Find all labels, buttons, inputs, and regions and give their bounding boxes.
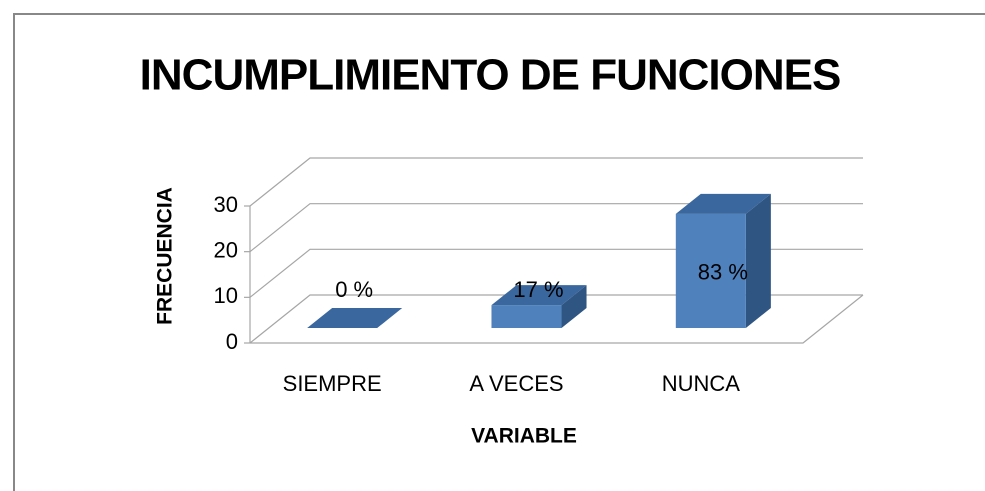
value-label: 17 % — [513, 277, 563, 302]
bar — [307, 308, 403, 328]
bar-front — [491, 305, 562, 328]
bar — [491, 285, 587, 328]
x-tick-label: NUNCA — [662, 371, 741, 396]
x-tick-label: A VECES — [469, 371, 563, 396]
floor — [250, 294, 864, 344]
value-label: 0 % — [335, 277, 373, 302]
bar-top — [307, 308, 403, 328]
bar-side — [745, 193, 771, 328]
grid-line — [249, 157, 863, 207]
bar-top — [675, 193, 771, 214]
y-tick-label: 0 — [226, 329, 238, 354]
y-tick-label: 20 — [214, 237, 238, 262]
y-tick-label: 30 — [214, 192, 238, 217]
y-axis-label: FRECUENCIA — [154, 187, 177, 325]
grid-line — [249, 203, 863, 253]
chart-title: INCUMPLIMIENTO DE FUNCIONES — [140, 51, 841, 100]
bar-top — [491, 285, 587, 306]
x-axis-label: VARIABLE — [471, 425, 577, 448]
y-tick-label: 10 — [214, 283, 238, 308]
value-label: 83 % — [698, 260, 748, 285]
frame — [13, 13, 985, 491]
bar-front — [675, 213, 746, 328]
x-tick-label: SIEMPRE — [283, 371, 382, 396]
bar — [675, 193, 771, 328]
bar-side — [561, 285, 587, 328]
